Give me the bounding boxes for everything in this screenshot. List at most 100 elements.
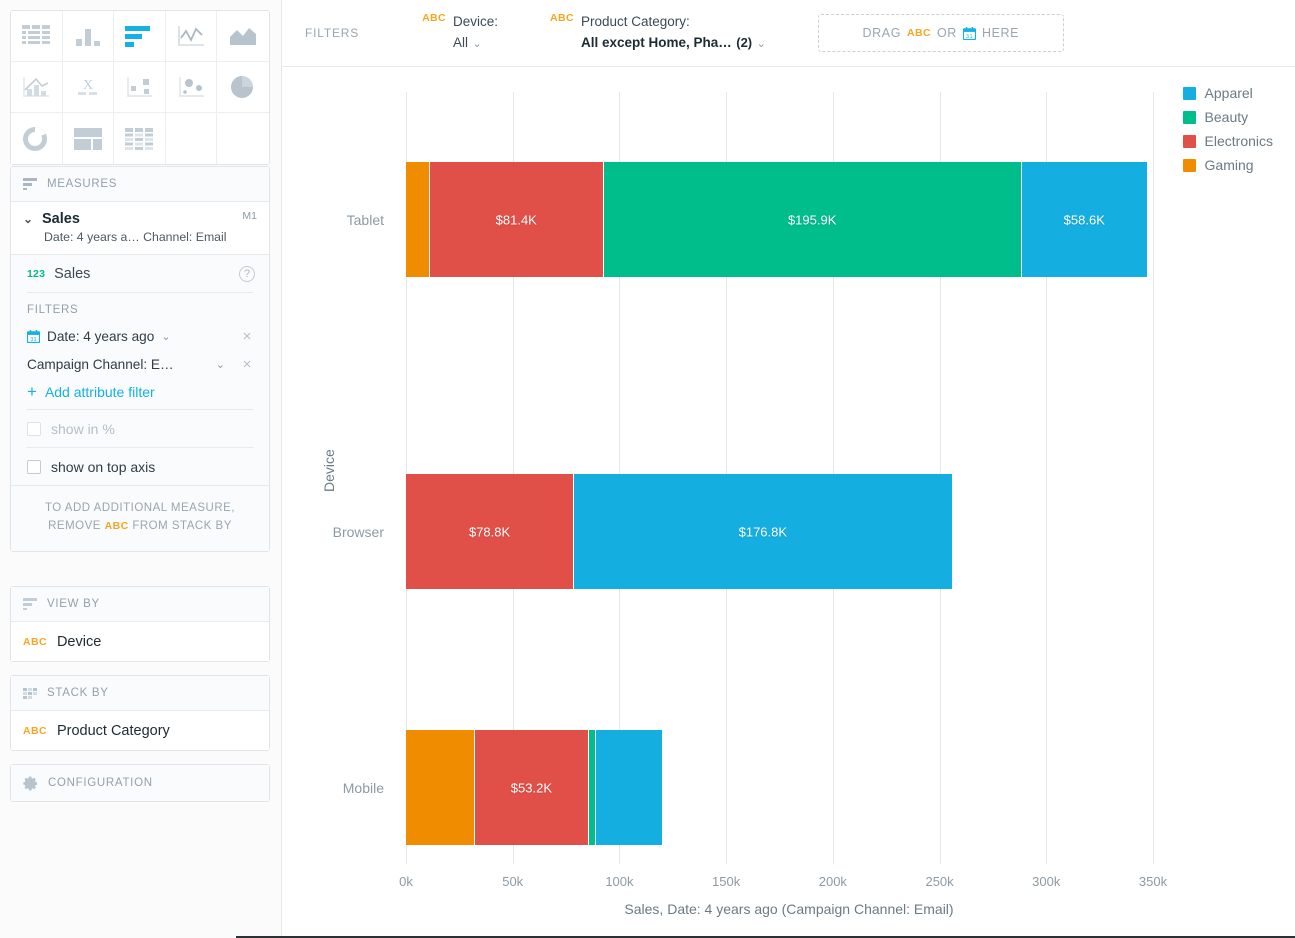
bar-row: Browser $78.8K $176.8K [333, 474, 1153, 589]
viz-type-bubble-chart-2-icon[interactable] [165, 62, 218, 113]
x-tick-label: 50k [502, 874, 524, 889]
x-tick-label: 200k [818, 874, 847, 889]
abc-tag-icon: ABC [23, 635, 47, 648]
bar-segment-label: $176.8K [738, 524, 788, 539]
gear-icon [23, 776, 38, 790]
bar-segment[interactable] [406, 730, 476, 845]
abc-tag-icon: ABC [550, 11, 574, 24]
chevron-down-icon[interactable]: ⌄ [756, 38, 766, 51]
measure-filter-date-label: Date: 4 years ago [47, 328, 155, 344]
bar-segment-label: $195.9K [787, 212, 837, 227]
measure-item-sales[interactable]: ⌄ Sales Date: 4 years a… Channel: Email … [11, 202, 269, 255]
bar-segment[interactable] [406, 162, 430, 277]
viz-type-combo-chart-icon[interactable] [11, 62, 63, 113]
chevron-down-icon[interactable]: ⌄ [23, 212, 34, 226]
filter-chip-product-category-count: (2) [736, 35, 753, 51]
x-tick-label: 100k [605, 874, 634, 889]
chevron-down-icon[interactable]: ⌄ [472, 38, 482, 51]
legend-label: Gaming [1204, 157, 1254, 173]
measure-detail-panel: 123 Sales ? FILTERS 31 Date: 4 years [11, 255, 269, 486]
legend-label: Apparel [1204, 85, 1253, 101]
viz-type-pie-chart-icon[interactable] [217, 62, 269, 113]
bar-segment[interactable]: $176.8K [574, 474, 952, 589]
viz-type-heatmap-icon[interactable] [114, 113, 166, 164]
filter-chip-product-category-value: All except Home, Pha… [580, 35, 732, 51]
stack-by-item-product-category[interactable]: ABC Product Category [11, 711, 269, 750]
bar-segment[interactable]: $78.8K [406, 474, 575, 589]
remove-filter-icon[interactable]: × [242, 355, 252, 373]
legend-item[interactable]: Beauty [1182, 105, 1273, 129]
view-by-header: VIEW BY [11, 587, 269, 622]
add-attribute-filter-button[interactable]: + Add attribute filter [11, 378, 269, 409]
viz-type-donut-chart-icon[interactable] [11, 113, 63, 164]
chevron-down-icon[interactable]: ⌄ [215, 358, 225, 371]
viz-type-empty-1 [165, 113, 218, 164]
measure-subtitle: Date: 4 years a… Channel: Email [44, 230, 227, 244]
bar-segment[interactable] [588, 730, 596, 845]
configuration-header[interactable]: CONFIGURATION [11, 765, 269, 801]
viz-type-bubble-chart-icon[interactable] [114, 62, 166, 113]
viz-type-line-chart-icon[interactable] [165, 11, 218, 62]
measures-header: MEASURES [11, 167, 269, 202]
bar-segment-label: $78.8K [468, 524, 511, 539]
measure-field-row[interactable]: 123 Sales ? [11, 255, 269, 292]
legend-label: Electronics [1204, 133, 1273, 149]
visualization-type-picker[interactable]: X [10, 10, 270, 165]
filter-chip-product-category-name: Product Category: [580, 13, 690, 29]
x-tick-label: 350k [1138, 874, 1168, 889]
y-axis-title: Device [321, 449, 337, 492]
dropzone-pre-label: DRAG [862, 26, 902, 40]
plus-icon: + [27, 382, 37, 401]
viz-type-treemap-icon[interactable] [62, 113, 115, 164]
chart-plot: 0k 50k 100k 150k 200k 250k 300k 350k Tablet $81.4… [333, 92, 1167, 889]
bar-segment-label: $58.6K [1063, 212, 1105, 227]
show-in-percent-checkbox-row: show in % [11, 410, 269, 447]
filter-bar-label: FILTERS [305, 26, 360, 40]
filter-dropzone[interactable]: DRAG ABC OR 31 HERE [817, 14, 1064, 52]
measure-filters-label: FILTERS [27, 304, 79, 316]
show-on-top-axis-checkbox-row[interactable]: show on top axis [11, 448, 269, 485]
show-in-percent-label: show in % [51, 420, 115, 437]
help-icon[interactable]: ? [239, 265, 255, 282]
number-type-icon: 123 [27, 267, 46, 280]
viz-type-table-icon[interactable] [11, 11, 63, 62]
filter-bar: FILTERS ABC Device: All ⌄ ABC Product Ca… [283, 0, 1295, 67]
remove-filter-icon[interactable]: × [242, 327, 252, 345]
abc-tag-icon: ABC [907, 27, 931, 39]
gridline [1153, 92, 1154, 864]
bar-segment[interactable]: $195.9K [603, 162, 1022, 277]
bar-segment[interactable]: $58.6K [1021, 162, 1147, 277]
viz-type-bar-chart-icon[interactable] [114, 11, 166, 62]
legend-swatch [1182, 110, 1196, 124]
filter-chip-product-category[interactable]: ABC Product Category: All except Home, P… [550, 12, 766, 55]
view-by-item-label: Device [56, 633, 102, 650]
calendar-icon: 31 [962, 26, 976, 40]
show-on-top-axis-checkbox[interactable] [27, 459, 41, 474]
legend-label: Beauty [1204, 109, 1249, 125]
stack-by-header-label: STACK BY [47, 687, 109, 699]
legend-item[interactable]: Gaming [1182, 153, 1273, 177]
legend-item[interactable]: Apparel [1182, 81, 1273, 105]
configuration-header-label: CONFIGURATION [48, 777, 153, 789]
y-category-label: Mobile [342, 779, 384, 796]
measure-filter-channel[interactable]: Campaign Channel: E… ⌄ × [11, 350, 269, 378]
bar-segment[interactable]: $81.4K [429, 162, 604, 277]
bar-segment[interactable]: $53.2K [475, 730, 589, 845]
configuration-bucket[interactable]: CONFIGURATION [10, 764, 270, 802]
x-tick-label: 300k [1032, 874, 1061, 889]
legend-item[interactable]: Electronics [1182, 129, 1273, 153]
view-by-bucket: VIEW BY ABC Device [10, 586, 270, 662]
gridline [1046, 92, 1048, 864]
measure-filter-date[interactable]: 31 Date: 4 years ago ⌄ × [11, 322, 269, 350]
dropzone-mid-label: OR [936, 26, 957, 40]
chevron-down-icon[interactable]: ⌄ [161, 330, 171, 343]
viz-type-area-chart-icon[interactable] [217, 11, 269, 62]
x-tick-label: 150k [712, 874, 741, 889]
viz-type-scatter-plot-icon[interactable]: X [62, 62, 115, 113]
filter-chip-device[interactable]: ABC Device: All ⌄ [422, 12, 498, 55]
bar-segment[interactable] [595, 730, 662, 845]
view-by-header-label: VIEW BY [47, 598, 100, 610]
view-by-item-device[interactable]: ABC Device [11, 622, 269, 661]
viz-type-column-chart-icon[interactable] [62, 11, 115, 62]
